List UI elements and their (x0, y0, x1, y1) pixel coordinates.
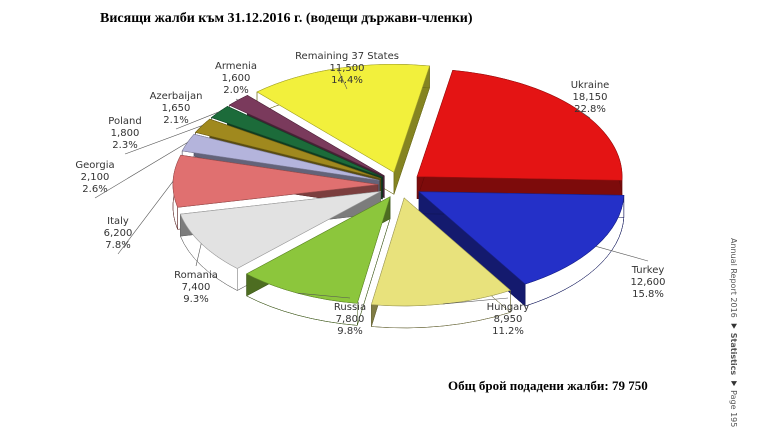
leader-line (175, 111, 220, 130)
side-label: Statistics (729, 333, 738, 376)
slice-value: 11,500 (330, 63, 365, 74)
slice-value: 12,600 (631, 277, 666, 288)
slice (370, 197, 511, 307)
slice-name: Russia (334, 302, 366, 313)
slice-percent: 14.4% (331, 75, 363, 86)
leader-line (235, 98, 239, 101)
slice (179, 191, 381, 269)
separator (731, 323, 737, 329)
leader-line (124, 125, 203, 155)
slice-percent: 2.3% (112, 140, 137, 151)
leader-line (443, 297, 509, 305)
leader-line (94, 142, 188, 199)
leader-line (595, 245, 649, 262)
leader-line (576, 108, 591, 119)
total-note: Общ брой подадени жалби: 79 750 (448, 378, 648, 393)
leader-line (297, 292, 351, 299)
slice-percent: 2.6% (82, 184, 107, 195)
side-label: Page 195 (729, 390, 738, 427)
slice (172, 154, 379, 208)
slice-value: 1,800 (111, 128, 140, 139)
leader-line (117, 180, 174, 255)
slice-percent: 22.8% (574, 104, 606, 115)
slice-value: 7,800 (336, 314, 365, 325)
slice-percent: 15.8% (632, 289, 664, 300)
slice-name: Remaining 37 States (295, 51, 399, 62)
side-text: Annual Report 2016 Statistics Page 195 (729, 238, 738, 427)
side-label: Annual Report 2016 (729, 238, 738, 318)
slice-value: 1,600 (222, 73, 251, 84)
slice-value: 8,950 (494, 314, 523, 325)
pie (172, 64, 625, 329)
slice-name: Italy (107, 216, 129, 227)
slice-name: Romania (174, 270, 218, 281)
slice-percent: 9.8% (337, 326, 362, 337)
leader-line (195, 243, 202, 267)
slice-name: Ukraine (571, 80, 610, 91)
slice-name: Poland (108, 116, 141, 127)
slice-percent: 7.8% (105, 240, 130, 251)
slice-value: 2,100 (81, 172, 110, 183)
slice-percent: 2.1% (163, 115, 188, 126)
slice-name: Turkey (631, 265, 665, 276)
slice-value: 7,400 (182, 282, 211, 293)
slice-name: Azerbaijan (150, 91, 203, 102)
slice-value: 1,650 (162, 103, 191, 114)
slice (228, 95, 385, 177)
slice-percent: 9.3% (183, 294, 208, 305)
separator (731, 381, 737, 387)
slice-name: Georgia (75, 160, 114, 171)
slice-value: 6,200 (104, 228, 133, 239)
slice-name: Armenia (215, 61, 257, 72)
slice-percent: 11.2% (492, 326, 524, 337)
slice-name: Hungary (487, 302, 530, 313)
slice (416, 70, 623, 181)
slice-percent: 2.0% (223, 85, 248, 96)
leader-line (337, 68, 348, 90)
slice-value: 18,150 (573, 92, 608, 103)
chart-title: Висящи жалби към 31.12.2016 г. (водещи д… (100, 11, 473, 26)
slice (256, 64, 430, 173)
